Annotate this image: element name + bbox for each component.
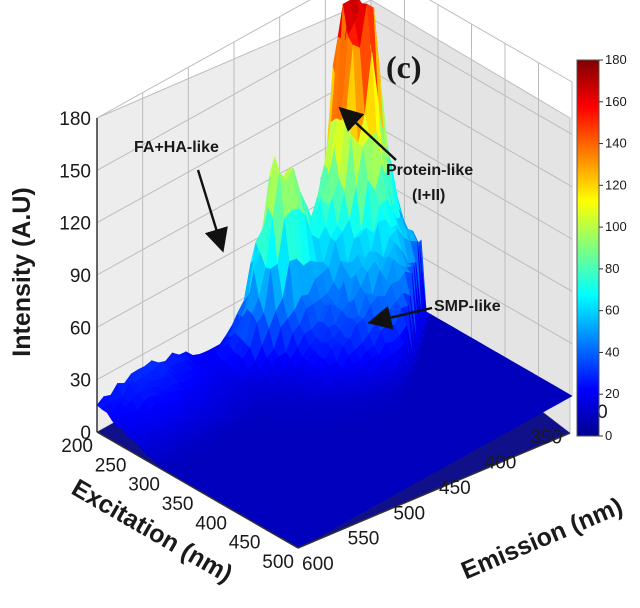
colorbar-tick-label: 40	[605, 344, 619, 359]
colorbar-tick-label: 180	[605, 52, 627, 67]
emission-tick-label: 500	[393, 503, 425, 524]
excitation-tick-label: 300	[128, 475, 160, 496]
z-tick-label: 30	[70, 371, 91, 392]
colorbar-tick-label: 80	[605, 261, 619, 276]
surface-patch	[559, 392, 573, 401]
z-tick-labels: 0 30 60 90 120 150 180	[59, 109, 91, 444]
z-axis-title: Intensity (A.U)	[8, 187, 36, 356]
colorbar-tick-label: 0	[605, 428, 612, 443]
colorbar-tick-label: 160	[605, 94, 627, 109]
arrow-fa-ha-like	[196, 169, 228, 253]
axes	[96, 118, 571, 549]
emission-tick-label: 450	[439, 478, 471, 499]
excitation-tick-label: 200	[61, 436, 93, 457]
z-tick-label: 60	[70, 318, 91, 339]
z-tick-label: 150	[59, 161, 91, 182]
excitation-tick-label: 500	[262, 552, 294, 573]
colorbar-tick-label: 120	[605, 177, 627, 192]
surface-plot	[96, 0, 573, 549]
excitation-axis-line	[96, 431, 299, 549]
z-tick-label: 90	[70, 266, 91, 287]
annotation-smp-like: SMP-like	[434, 298, 501, 315]
emission-tick-label: 550	[348, 529, 380, 550]
emission-tick-label: 600	[302, 554, 334, 575]
emission-tick-label: 400	[485, 453, 517, 474]
panel-label: (c)	[386, 49, 422, 85]
colorbar-tick-label: 140	[605, 136, 627, 151]
emission-tick-label: 350	[530, 427, 562, 448]
z-tick-label: 180	[59, 109, 91, 130]
z-tick-label: 0	[80, 423, 91, 444]
colorbar-tick-label: 60	[605, 303, 619, 318]
excitation-tick-label: 350	[162, 494, 194, 515]
annotation-fa-ha-like: FA+HA-like	[134, 139, 219, 156]
emission-axis-line	[297, 432, 571, 549]
colorbar-tick-label: 20	[605, 386, 619, 401]
z-tick-label: 120	[59, 214, 91, 235]
colorbar-tick-labels: 0 20 40 60 80 100 120 140 160 180	[599, 52, 627, 443]
excitation-tick-label: 450	[229, 533, 261, 554]
annotation-protein-like-line2: (I+II)	[412, 187, 445, 204]
colorbar	[576, 59, 600, 437]
colorbar-tick-label: 100	[605, 219, 627, 234]
emission-axis-title: Emission (nm)	[457, 492, 626, 585]
excitation-tick-label: 400	[195, 513, 227, 534]
excitation-tick-label: 250	[95, 455, 127, 476]
annotation-protein-like: Protein-like	[386, 162, 473, 179]
arrow-smp-like	[367, 305, 433, 330]
arrow-protein-like	[338, 106, 397, 161]
